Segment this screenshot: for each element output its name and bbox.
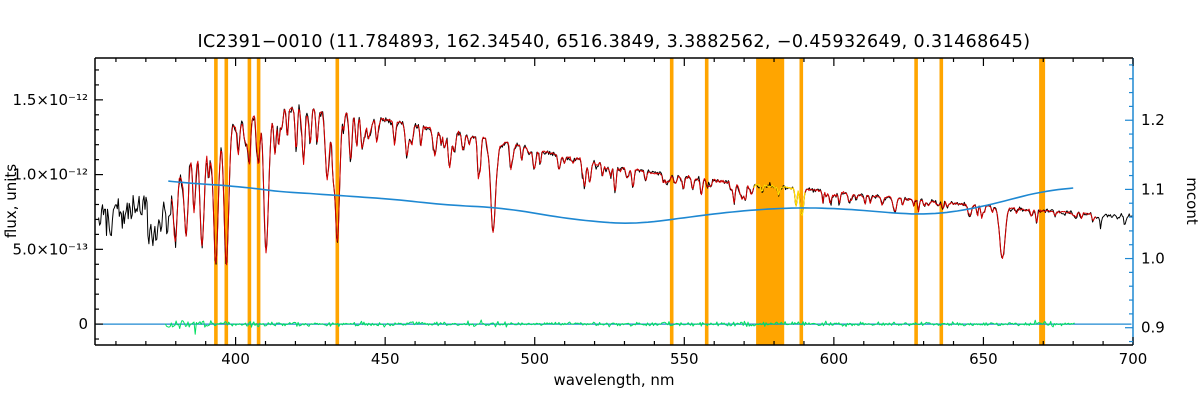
y-axis-label-left: flux, units — [2, 164, 20, 238]
plot-frame — [94, 57, 1133, 346]
curves-layer — [96, 104, 1133, 335]
masked-region — [669, 58, 674, 345]
residual-line — [164, 319, 1075, 335]
highlight-segment-line — [753, 183, 806, 217]
masked-region — [214, 58, 218, 345]
y-axis-label-right: mcont — [1183, 177, 1200, 225]
mcont-line — [168, 180, 1074, 224]
masked-region — [939, 58, 944, 345]
model-fit-line — [170, 107, 1097, 266]
right-tick-label: 1.0 — [1141, 250, 1165, 268]
masked-region — [799, 58, 804, 345]
x-tick-label: 600 — [820, 350, 849, 368]
left-tick-label: 5.0×10⁻¹³ — [13, 240, 88, 258]
masked-region — [1039, 58, 1046, 345]
x-tick-label: 550 — [670, 350, 699, 368]
x-tick-label: 700 — [1119, 350, 1148, 368]
right-ticks-layer — [1125, 64, 1133, 343]
left-tick-label: 1.5×10⁻¹² — [13, 91, 88, 109]
x-tick-label: 650 — [969, 350, 998, 368]
left-tick-label: 0 — [78, 315, 88, 333]
x-axis-label: wavelength, nm — [553, 371, 674, 389]
left-tick-label: 1.0×10⁻¹² — [13, 166, 88, 184]
x-tick-label: 500 — [520, 350, 549, 368]
observed-spectrum-line — [98, 104, 1133, 265]
masked-region — [335, 58, 340, 345]
ticks-layer — [95, 58, 1134, 345]
x-tick-label: 400 — [221, 350, 250, 368]
right-tick-label: 1.1 — [1141, 180, 1165, 198]
tick-labels-layer: 400 450 500 550 600 650 700 0 5.0×10⁻¹³ 1.0×10⁻¹²… — [13, 91, 1165, 368]
generated-plot-layers: 400 450 500 550 600 650 700 0 5.0×10⁻¹³ 1.0×10⁻¹²… — [13, 57, 1165, 368]
x-tick-label: 450 — [371, 350, 400, 368]
right-tick-label: 1.2 — [1141, 111, 1165, 129]
masked-region — [756, 58, 785, 345]
right-tick-label: 0.9 — [1141, 319, 1165, 337]
masked-region — [224, 58, 229, 345]
masked-region — [256, 58, 261, 345]
masked-region — [704, 58, 709, 345]
masked-regions-layer — [214, 58, 1046, 345]
plot-title: IC2391−0010 (11.784893, 162.34540, 6516.… — [197, 32, 1030, 52]
masked-region — [247, 58, 252, 345]
